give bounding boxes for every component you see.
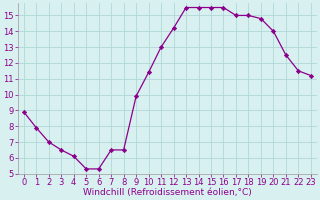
- X-axis label: Windchill (Refroidissement éolien,°C): Windchill (Refroidissement éolien,°C): [83, 188, 252, 197]
